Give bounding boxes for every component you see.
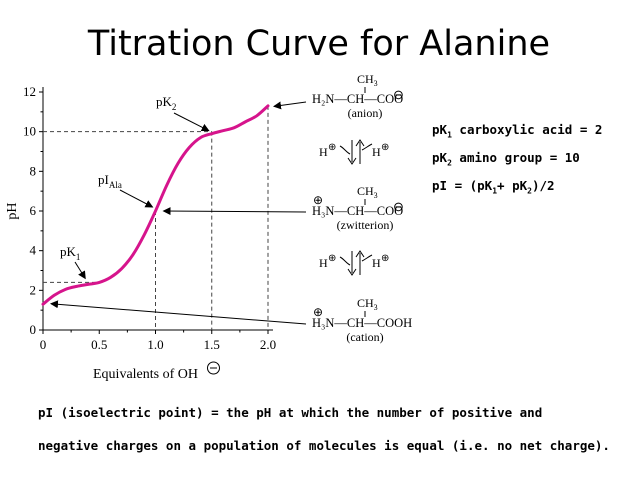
y-tick-label: 8 (30, 163, 37, 178)
y-tick-label: 2 (30, 282, 37, 297)
note-pk1: pK1 carboxylic acid = 2 (432, 122, 603, 140)
y-tick-label: 4 (30, 243, 37, 258)
x-tick-label: 0 (40, 337, 47, 352)
chart-annotations: pK2 pIAla pK1 (50, 94, 307, 325)
hydroxide-charge-circle (207, 361, 220, 375)
note-pi: pI = (pK1+ pK2)/2 (432, 178, 555, 196)
cation-arrow (50, 300, 307, 325)
x-tick-label: 0.5 (91, 337, 107, 352)
zwitterion-structure: CH3 H₃N—CH—COO⊖ ⊕ (zwitterion) (312, 184, 404, 232)
y-axis-label: pH (5, 202, 20, 219)
anion-structure-ch3: CH3 (357, 72, 378, 88)
pi-arrow (119, 189, 154, 208)
y-tick-label: 12 (23, 84, 36, 99)
cation-structure-chain: H₃N—CH—COOH (312, 316, 412, 330)
equilibrium-lower-right-plus: ⊕ (381, 253, 389, 264)
pi-label: pIAla (98, 172, 122, 190)
pk2-label: pK2 (156, 94, 176, 112)
equilibrium-upper-right-h: H (372, 145, 381, 159)
cation-structure-ch3: CH3 (357, 296, 378, 312)
equilibrium-lower-right-h: H (372, 256, 381, 270)
x-tick-label: 1.5 (204, 337, 220, 352)
anion-structure: CH3 H₂N—CH—COO⊖ (anion) (312, 72, 404, 120)
structures-panel: CH3H₂N—CH—COO⊖(anion)CH3H₃N—CH—COO⊖⊕(zwi… (312, 72, 412, 344)
cation-structure-positive-charge: ⊕ (313, 305, 323, 319)
x-axis-label: Equivalents of OH (93, 367, 198, 382)
zwitterion-structure-caption: (zwitterion) (337, 218, 394, 232)
pk1-arrow (74, 261, 86, 280)
equilibrium-lower-up-head (355, 250, 365, 258)
chart-axes: 0 0.5 1.0 1.5 2.0 0 2 4 6 8 10 12 Equivalents of OH p… (5, 84, 276, 382)
pk2-arrow (173, 112, 210, 132)
titration-curve-line (41, 104, 270, 306)
definition-line-2: negative charges on a population of mole… (38, 438, 610, 453)
pk1-label: pK1 (60, 244, 80, 262)
equilibrium-upper-down-head (347, 157, 357, 165)
notes-panel: pK1 carboxylic acid = 2 pK2 amino group … (432, 116, 602, 200)
page-title: Titration Curve for Alanine (87, 24, 551, 64)
equilibrium-upper: H ⊕ H ⊕ (319, 139, 389, 165)
equilibrium-upper-right-plus: ⊕ (381, 142, 389, 153)
zwitterion-arrow (162, 207, 307, 216)
equilibrium-upper-left-curl (339, 145, 351, 155)
zwitterion-structure-chain: H₃N—CH—COO (312, 204, 403, 218)
anion-structure-caption: (anion) (348, 106, 383, 120)
equilibrium-upper-right-curl (361, 143, 373, 151)
y-tick-label: 0 (30, 322, 37, 337)
x-tick-label: 2.0 (260, 337, 276, 352)
equilibrium-lower-right-curl (361, 254, 373, 262)
anion-structure-negative-charge: ⊖ (393, 87, 404, 102)
note-pk2: pK2 amino group = 10 (432, 150, 580, 168)
equilibrium-lower: H ⊕ H ⊕ (319, 250, 389, 276)
zwitterion-structure-negative-charge: ⊖ (393, 199, 404, 214)
equilibrium-lower-left-plus: ⊕ (328, 253, 336, 264)
definition-line-1: pI (isoelectric point) = the pH at which… (38, 405, 543, 420)
cation-structure: CH3 H₃N—CH—COOH⊕ (cation) (312, 296, 412, 344)
equilibrium-lower-left-curl (339, 256, 351, 266)
cation-structure-caption: (cation) (346, 330, 383, 344)
y-tick-label: 6 (30, 203, 37, 218)
y-tick-label: 10 (23, 124, 36, 139)
equilibrium-lower-down-head (347, 268, 357, 276)
anion-arrow (273, 101, 307, 110)
equilibrium-upper-up-head (355, 139, 365, 147)
chart-curve (41, 104, 270, 306)
equilibrium-upper-left-h: H (319, 145, 328, 159)
equilibrium-upper-left-plus: ⊕ (328, 142, 336, 153)
x-tick-label: 1.0 (147, 337, 163, 352)
zwitterion-structure-positive-charge: ⊕ (313, 193, 323, 207)
chart-guides (43, 105, 269, 330)
anion-structure-chain: H₂N—CH—COO (312, 92, 403, 106)
zwitterion-structure-ch3: CH3 (357, 184, 378, 200)
equilibrium-lower-left-h: H (319, 256, 328, 270)
